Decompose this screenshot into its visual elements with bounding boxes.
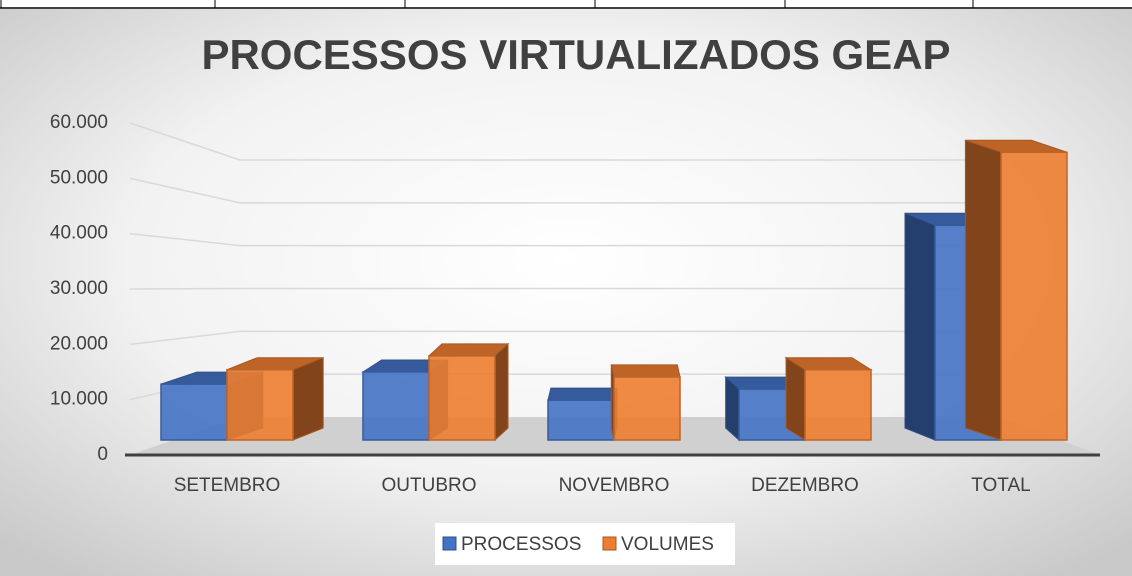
bar-top	[610, 364, 681, 378]
bar	[964, 139, 1068, 441]
grid-line	[129, 287, 1000, 290]
y-tick-label: 50.000	[50, 167, 108, 188]
bar-side	[904, 212, 936, 441]
bar-side	[292, 356, 324, 441]
x-tick-label: DEZEMBRO	[751, 475, 859, 496]
table-strip	[0, 0, 1132, 9]
x-tick-label: OUTUBRO	[382, 475, 477, 496]
bar	[226, 356, 324, 441]
grid-line	[129, 122, 1000, 161]
bar	[427, 342, 510, 442]
y-tick-label: 0	[97, 444, 108, 465]
bar-front	[613, 376, 681, 441]
grid-line	[129, 177, 1000, 204]
bar-front	[428, 355, 496, 441]
bar-front	[1000, 151, 1068, 441]
grid-line	[129, 330, 1000, 346]
bar-side	[494, 342, 509, 442]
bar-front	[362, 371, 430, 441]
x-tick-label: TOTAL	[971, 475, 1030, 496]
legend-swatch	[442, 536, 457, 551]
legend	[435, 523, 735, 565]
plot: 0 10.000 20.000 30.000 40.000 50.000 60.000 SET…	[50, 112, 1068, 496]
x-tick-label: SETEMBRO	[174, 475, 281, 496]
grid-line	[129, 232, 1000, 247]
bar	[610, 364, 681, 441]
y-tick-label: 10.000	[50, 389, 108, 410]
bar	[784, 356, 873, 441]
bar-front	[804, 368, 872, 441]
bar-front	[160, 383, 228, 441]
y-tick-label: 20.000	[50, 333, 108, 354]
bar-side	[964, 139, 1002, 441]
bar-front	[226, 368, 294, 441]
legend-label: PROCESSOS	[461, 534, 581, 555]
x-tick-label: NOVEMBRO	[559, 475, 670, 496]
y-tick-label: 60.000	[50, 112, 108, 133]
y-tick-label: 40.000	[50, 223, 108, 244]
legend-swatch	[602, 536, 617, 551]
bar-front	[547, 399, 615, 441]
legend-label: VOLUMES	[621, 534, 714, 555]
bar-side	[785, 356, 806, 441]
y-tick-label: 30.000	[50, 278, 108, 299]
bar-top	[427, 343, 510, 357]
bar	[547, 387, 618, 441]
bar-top	[547, 387, 618, 401]
chart-title: PROCESSOS VIRTUALIZADOS GEAP	[201, 31, 950, 78]
